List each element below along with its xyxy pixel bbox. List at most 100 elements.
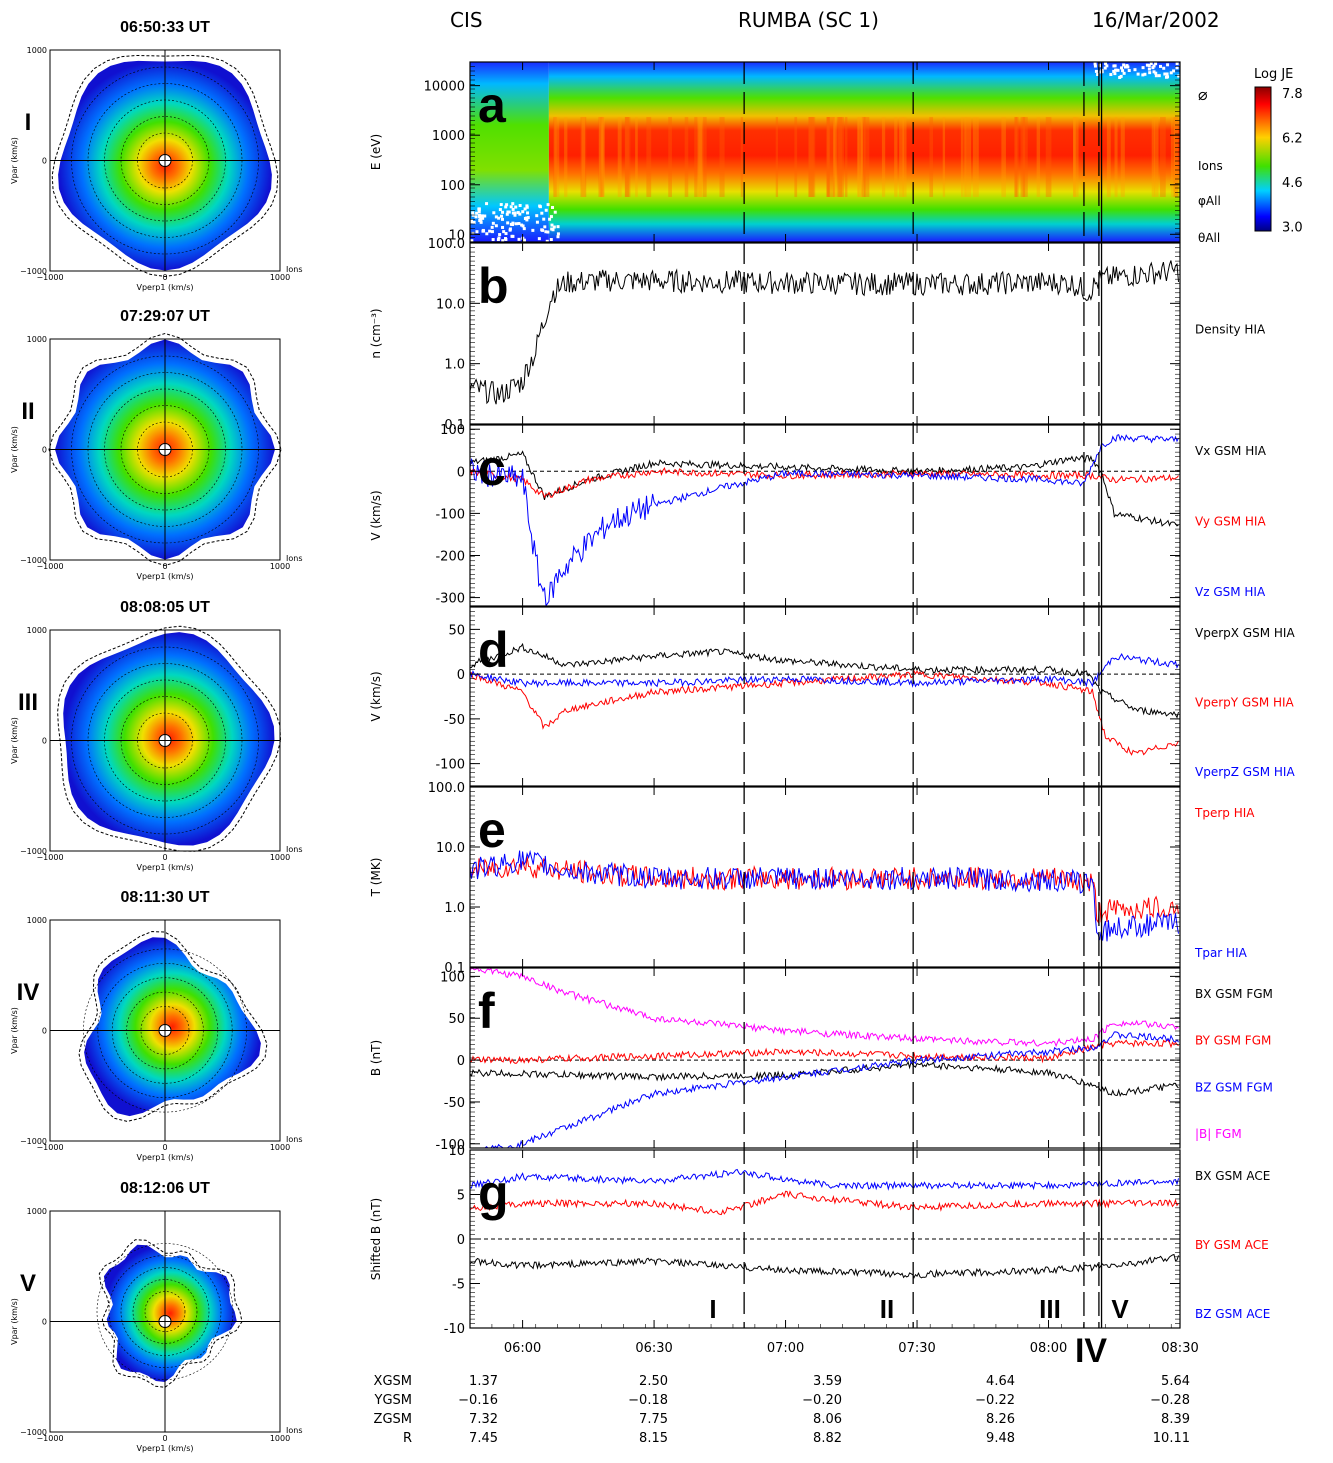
spectrogram-gap xyxy=(542,217,546,221)
distribution-contour xyxy=(96,1243,234,1380)
orbit-row-label: R xyxy=(403,1431,412,1446)
spectrogram-gap xyxy=(544,208,548,212)
spectrogram-gap xyxy=(498,233,502,237)
distribution-ylabel: Vpar (km/s) xyxy=(10,426,19,473)
y-tick-label: -5 xyxy=(452,1278,465,1293)
spectrogram-gap xyxy=(491,221,495,225)
spectrogram-gap xyxy=(546,203,550,207)
distribution-x-tick: 0 xyxy=(162,273,167,282)
spectrogram-gap xyxy=(1103,66,1107,70)
spectrogram-stripe xyxy=(646,117,652,197)
y-tick-label: 10 xyxy=(448,228,465,243)
spectrogram-stripe xyxy=(881,117,886,197)
panel-letter: g xyxy=(478,1165,509,1221)
distribution-xlabel: Vperp1 (km/s) xyxy=(136,572,193,581)
distribution-x-tick: 0 xyxy=(162,853,167,862)
spectrogram-gap xyxy=(535,220,539,224)
spectrogram-gap xyxy=(553,210,557,214)
spectrogram-gap xyxy=(479,220,483,224)
distribution-plot: 07:29:07 UT II 1000 0 −1000−1000 0 1000 Vperp1 … xyxy=(10,308,303,581)
spectrogram-gap xyxy=(531,228,535,232)
spectrogram-gap xyxy=(1104,62,1108,66)
spectrogram-gap xyxy=(1121,69,1125,73)
spectrogram-gap xyxy=(1177,74,1181,78)
y-tick-label: 0 xyxy=(457,465,465,480)
spectrogram-stripe xyxy=(833,117,838,197)
spectrogram-gap xyxy=(1154,71,1158,75)
x-tick-label: 07:00 xyxy=(767,1341,804,1356)
distribution-time-title: 08:08:05 UT xyxy=(120,599,210,616)
distribution-x-tick: 1000 xyxy=(270,1143,290,1152)
spectrogram-gap xyxy=(1099,70,1103,74)
spectrogram-gap xyxy=(525,218,529,222)
orbit-row-label: ZGSM xyxy=(374,1412,412,1427)
spectrogram-gap xyxy=(497,216,501,220)
distribution-roman-label: IV xyxy=(17,979,40,1006)
distribution-fill xyxy=(103,1244,237,1382)
spectrogram-stripe xyxy=(960,117,964,197)
spectrogram-gap xyxy=(1113,64,1117,68)
distribution-roman-label: III xyxy=(18,689,38,716)
distribution-species: Ions xyxy=(286,1426,303,1435)
distribution-time-title: 08:11:30 UT xyxy=(121,889,210,906)
spectrogram-gap xyxy=(556,225,560,229)
spectrogram-gap xyxy=(1133,68,1137,72)
spectrogram-stripe xyxy=(1015,117,1019,197)
series-legend-label: BZ GSM ACE xyxy=(1195,1307,1270,1321)
spectrogram-gap xyxy=(549,215,553,219)
spectrogram-gap xyxy=(500,214,504,218)
spectrogram-stripe xyxy=(1173,117,1179,197)
spectrogram-gap xyxy=(477,213,481,217)
spectrogram-gap xyxy=(504,205,508,209)
spectrogram-gap xyxy=(518,212,522,216)
y-tick-label: -100 xyxy=(435,507,465,522)
panel-c: Vx GSM HIA Vy GSM HIA Vz GSM HIA 100 0 -100 -2… xyxy=(369,423,1267,608)
spectrogram-gap xyxy=(517,222,521,226)
spectrogram-gap xyxy=(475,230,479,234)
event-label: IV xyxy=(1075,1332,1107,1370)
spectrogram-gap xyxy=(540,228,544,232)
spectrogram-gap xyxy=(1122,71,1126,75)
distribution-xlabel: Vperp1 (km/s) xyxy=(136,1444,193,1453)
spectrogram-stripe xyxy=(836,117,843,197)
panel-ylabel: V (km/s) xyxy=(369,490,383,540)
distribution-ylabel: Vpar (km/s) xyxy=(10,1007,19,1054)
y-tick-label: -50 xyxy=(444,1096,465,1111)
distribution-y-tick: 1000 xyxy=(27,626,47,635)
y-tick-label: 10.0 xyxy=(436,297,465,312)
spectrogram-stripe xyxy=(599,117,605,197)
panel-frame xyxy=(469,424,1181,607)
series-legend-label: Vy GSM HIA xyxy=(1195,515,1266,529)
colorbar-title: Log JE xyxy=(1254,67,1293,82)
spectrogram-gap xyxy=(511,211,515,215)
spectrogram-gap xyxy=(501,239,505,243)
spectrogram-gap xyxy=(509,222,513,226)
series-line-f-1 xyxy=(469,1038,1179,1065)
series-line-b-0 xyxy=(469,260,1179,405)
panel-letter: f xyxy=(478,983,495,1039)
spectrogram-stripe xyxy=(740,117,743,197)
spectrogram-gap xyxy=(1120,66,1124,70)
spectrogram-gap xyxy=(1093,62,1097,66)
orbit-row-label: XGSM xyxy=(374,1374,412,1389)
y-tick-label: 100.0 xyxy=(428,781,465,796)
spectrogram-stripe xyxy=(863,117,870,197)
spectrogram-gap xyxy=(488,229,492,233)
spectrogram-stripe xyxy=(929,117,934,197)
y-tick-label: 100 xyxy=(440,423,465,438)
panel-letter: d xyxy=(478,622,509,678)
orbit-value: 4.64 xyxy=(986,1374,1015,1389)
spectrogram-gap xyxy=(505,212,509,216)
spectrogram-gap xyxy=(525,204,529,208)
spectrogram-gap xyxy=(546,230,550,234)
spectrogram-gap xyxy=(540,211,544,215)
panel-ylabel: T (MK) xyxy=(369,858,383,898)
panel-f: BX GSM FGM BY GSM FGM BZ GSM FGM |B| FGM 100… xyxy=(369,967,1273,1153)
y-tick-label: -100 xyxy=(435,758,465,773)
orbit-value: 1.37 xyxy=(469,1374,498,1389)
spectrogram-gap xyxy=(511,202,515,206)
panel-ylabel: E (eV) xyxy=(369,134,383,170)
spectrogram-stripe xyxy=(963,117,967,197)
spectrogram-stripe xyxy=(564,117,568,197)
y-tick-label: 0 xyxy=(457,1233,465,1248)
